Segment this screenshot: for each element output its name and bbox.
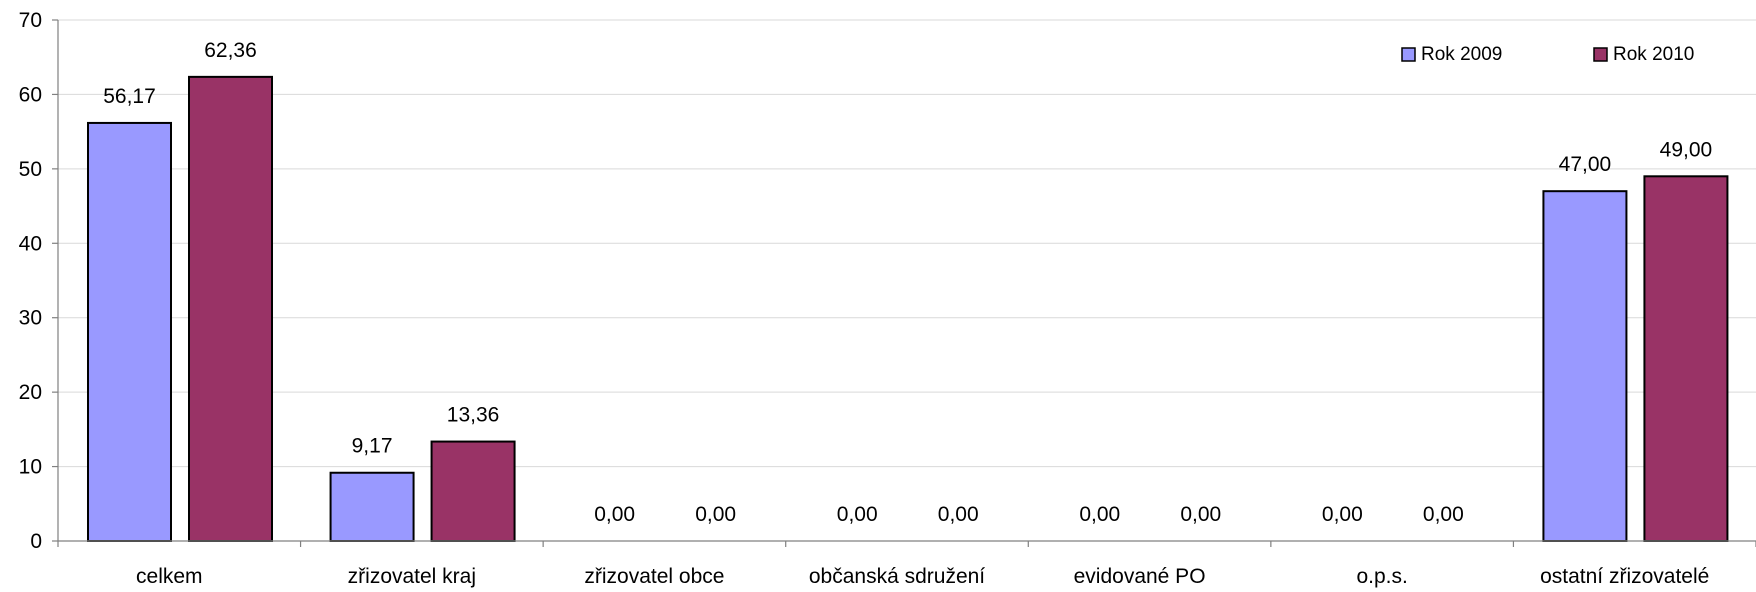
data-label: 0,00 (1079, 503, 1120, 526)
y-tick-label: 50 (19, 158, 42, 181)
bars (87, 75, 1729, 543)
y-tick-label: 70 (19, 9, 42, 32)
bar-series2 (430, 440, 516, 542)
legend-item: Rok 2010 (1593, 44, 1694, 65)
y-tick-label: 20 (19, 381, 42, 404)
legend: Rok 2009 Rok 2010 (1401, 44, 1694, 65)
gridlines (58, 19, 1756, 468)
data-label: 0,00 (594, 503, 635, 526)
data-labels: 56,17 62,36 9,17 13,36 0,00 0,00 0,00 0,00 0,00 0… (103, 39, 1712, 526)
x-axis: celkem zřizovatel kraj zřizovatel obce obča… (57, 540, 1756, 588)
legend-label: Rok 2009 (1421, 44, 1502, 65)
data-label: 47,00 (1559, 153, 1612, 176)
data-label: 0,00 (837, 503, 878, 526)
y-axis: 0 10 20 30 40 50 60 70 (19, 9, 59, 553)
bar-series1 (329, 471, 415, 542)
legend-swatch (1593, 47, 1608, 62)
data-label: 13,36 (447, 404, 500, 427)
data-label: 0,00 (1322, 503, 1363, 526)
bar-series2 (188, 75, 273, 542)
y-tick-label: 30 (19, 307, 42, 330)
data-label: 49,00 (1660, 138, 1713, 161)
legend-item: Rok 2009 (1401, 44, 1502, 65)
y-tick-label: 60 (19, 83, 42, 106)
data-label: 0,00 (1423, 503, 1464, 526)
legend-label: Rok 2010 (1613, 44, 1694, 65)
y-tick-label: 0 (30, 530, 42, 553)
bar-series1 (87, 121, 172, 542)
y-tick-label: 10 (19, 456, 42, 479)
data-label: 56,17 (103, 85, 156, 108)
category-label: celkem (136, 565, 203, 588)
data-label: 9,17 (352, 435, 393, 458)
category-label: zřizovatel kraj (348, 565, 476, 588)
bar-series2 (1643, 175, 1729, 543)
data-label: 62,36 (204, 39, 257, 62)
category-label: zřizovatel obce (584, 565, 724, 588)
legend-swatch (1401, 47, 1416, 62)
category-label: o.p.s. (1356, 565, 1407, 588)
data-label: 0,00 (695, 503, 736, 526)
y-tick-label: 40 (19, 232, 42, 255)
category-label: evidované PO (1074, 565, 1206, 588)
data-label: 0,00 (938, 503, 979, 526)
category-label: ostatní zřizovatelé (1540, 565, 1709, 588)
bar-series1 (1542, 190, 1628, 543)
data-label: 0,00 (1180, 503, 1221, 526)
category-label: občanská sdružení (809, 565, 985, 588)
